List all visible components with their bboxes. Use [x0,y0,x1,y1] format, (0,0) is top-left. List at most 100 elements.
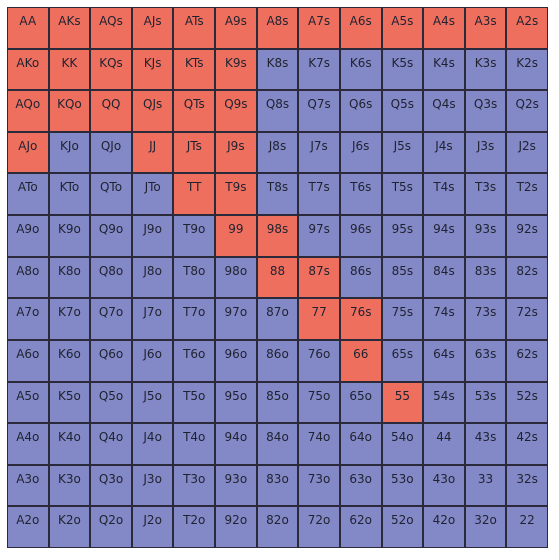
hand-cell: T6s [339,173,382,216]
hand-cell: Q2s [506,90,548,132]
hand-cell: T2s [506,173,548,216]
hand-cell: 96o [215,339,257,382]
hand-cell: A3s [464,7,507,49]
hand-cell: T8o [173,256,216,299]
hand-cell: K9o [48,215,91,257]
hand-cell: Q4o [90,423,132,465]
hand-cell: 52o [381,506,424,548]
hand-cell: 44 [423,423,465,465]
hand-cell: J6s [339,131,382,174]
hand-cell: T4s [423,173,465,216]
hand-cell: A4s [423,7,465,49]
hand-cell: J2o [131,506,174,548]
hand-cell: 88 [256,256,299,299]
hand-cell: A9s [215,7,257,49]
hand-cell: J8o [131,256,174,299]
hand-cell: Q7s [298,90,340,132]
hand-cell: T5s [381,173,424,216]
hand-cell: KTs [173,48,216,91]
hand-cell: 22 [506,506,548,548]
hand-cell: 97s [298,215,340,257]
hand-cell: Q3o [90,464,132,507]
hand-cell: A6o [7,339,49,382]
hand-cell: 86s [339,256,382,299]
hand-cell: KK [48,48,91,91]
hand-cell: ATs [173,7,216,49]
hand-cell: JTo [131,173,174,216]
hand-cell: 98o [215,256,257,299]
hand-cell: AQs [90,7,132,49]
hand-cell: 62o [339,506,382,548]
hand-cell: 84s [423,256,465,299]
hand-cell: 53s [464,381,507,424]
hand-cell: 93o [215,464,257,507]
hand-cell: J5s [381,131,424,174]
hand-cell: 86o [256,339,299,382]
hand-cell: A3o [7,464,49,507]
hand-cell: J4o [131,423,174,465]
hand-cell: K6o [48,339,91,382]
hand-cell: K8o [48,256,91,299]
hand-cell: K2s [506,48,548,91]
hand-cell: Q7o [90,298,132,340]
hand-cell: 77 [298,298,340,340]
hand-cell: T5o [173,381,216,424]
hand-cell: QTs [173,90,216,132]
hand-cell: 82s [506,256,548,299]
hand-cell: 82o [256,506,299,548]
hand-cell: QJo [90,131,132,174]
hand-cell: 93s [464,215,507,257]
hand-cell: Q8s [256,90,299,132]
hand-cell: A8o [7,256,49,299]
hand-cell: QJs [131,90,174,132]
hand-cell: 85s [381,256,424,299]
hand-cell: A8s [256,7,299,49]
hand-cell: AJo [7,131,49,174]
hand-grid: AA AKs AQs AJs ATs A9s A8s A7s A6s A5s A4s A3s A2s AK… [7,7,548,548]
hand-cell: K2o [48,506,91,548]
hand-cell: 72s [506,298,548,340]
hand-cell: 74s [423,298,465,340]
hand-cell: 73o [298,464,340,507]
hand-cell: KJs [131,48,174,91]
hand-cell: K5o [48,381,91,424]
hand-cell: KQs [90,48,132,91]
hand-cell: K6s [339,48,382,91]
hand-cell: T4o [173,423,216,465]
hand-cell: AQo [7,90,49,132]
hand-cell: 98s [256,215,299,257]
hand-cell: 62s [506,339,548,382]
hand-cell: Q2o [90,506,132,548]
hand-cell: 75s [381,298,424,340]
hand-cell: Q9o [90,215,132,257]
hand-cell: A4o [7,423,49,465]
hand-cell: AKo [7,48,49,91]
hand-cell: 65s [381,339,424,382]
hand-cell: 72o [298,506,340,548]
hand-cell: K3s [464,48,507,91]
hand-cell: K7s [298,48,340,91]
hand-cell: KTo [48,173,91,216]
hand-cell: J7s [298,131,340,174]
hand-cell: Q9s [215,90,257,132]
hand-cell: QTo [90,173,132,216]
hand-cell: 53o [381,464,424,507]
hand-cell: Q6o [90,339,132,382]
hand-cell: 83o [256,464,299,507]
hand-cell: 33 [464,464,507,507]
hand-cell: ATo [7,173,49,216]
hand-cell: 42s [506,423,548,465]
hand-cell: A2o [7,506,49,548]
hand-cell: J6o [131,339,174,382]
hand-cell: K4s [423,48,465,91]
hand-cell: A7o [7,298,49,340]
hand-cell: J7o [131,298,174,340]
hand-cell: T6o [173,339,216,382]
hand-cell: A6s [339,7,382,49]
hand-cell: 54s [423,381,465,424]
hand-cell: 87o [256,298,299,340]
hand-cell: KJo [48,131,91,174]
hand-cell: A7s [298,7,340,49]
hand-cell: Q5s [381,90,424,132]
